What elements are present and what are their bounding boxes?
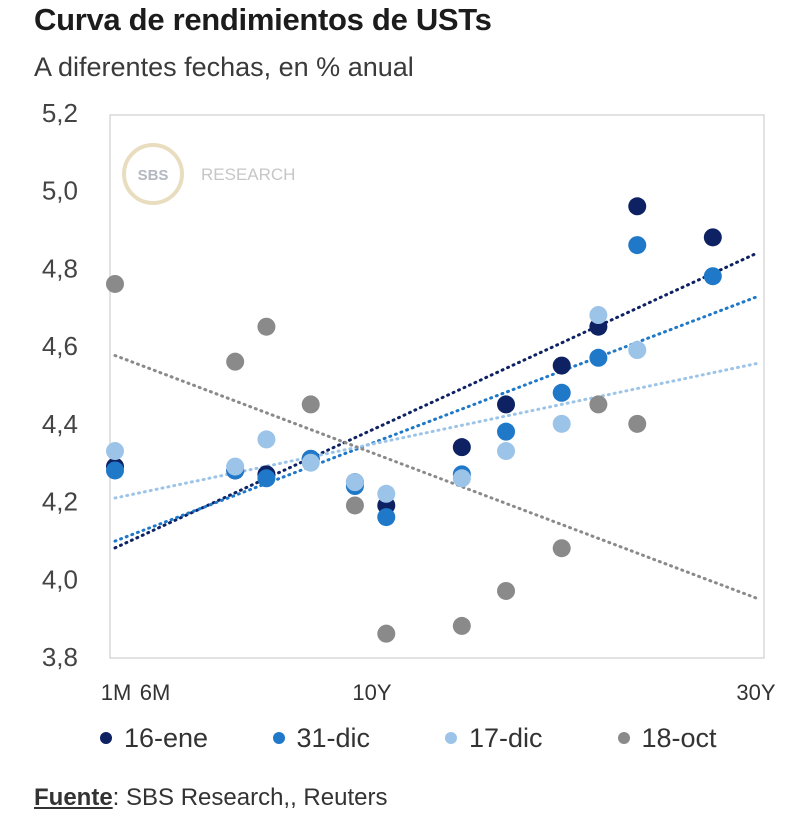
point-31-dic	[377, 508, 396, 527]
point-17-dic	[377, 484, 396, 503]
y-tick-label: 3,8	[42, 642, 78, 672]
point-18-oct	[552, 539, 571, 558]
legend-label: 18-oct	[641, 722, 717, 753]
watermark: SBS RESEARCH	[122, 143, 295, 205]
point-31-dic	[589, 348, 608, 367]
point-16-ene	[552, 356, 571, 375]
point-18-oct	[345, 496, 364, 515]
point-18-oct	[497, 581, 516, 600]
point-17-dic	[628, 341, 647, 360]
trendline-31-dic	[113, 295, 759, 543]
point-18-oct	[106, 274, 124, 293]
legend-item-31-dic: 31-dic	[272, 722, 446, 754]
point-18-oct	[589, 395, 608, 414]
point-17-dic	[301, 453, 320, 472]
legend-marker	[100, 732, 112, 744]
trendline-17-dic	[113, 362, 759, 500]
point-18-oct	[226, 352, 245, 371]
point-17-dic	[452, 469, 471, 488]
data-points	[106, 197, 722, 643]
chart-title: Curva de rendimientos de USTs	[34, 2, 492, 37]
source-text: : SBS Research,, Reuters	[112, 784, 388, 811]
x-axis: 1M 6M 10Y 30Y	[101, 680, 776, 705]
x-tick-label: 10Y	[352, 680, 391, 705]
y-tick-label: 4,0	[42, 564, 78, 594]
y-tick-label: 4,2	[42, 487, 78, 517]
chart-subtitle: A diferentes fechas, en % anual	[34, 52, 414, 82]
point-31-dic	[552, 383, 571, 402]
point-16-ene	[452, 438, 471, 457]
x-tick-label: 6M	[140, 680, 171, 705]
point-31-dic	[106, 461, 124, 480]
plot-frame	[109, 114, 765, 659]
point-16-ene	[628, 197, 647, 216]
point-17-dic	[106, 442, 124, 461]
point-17-dic	[257, 430, 276, 449]
legend-item-18-oct: 18-oct	[617, 722, 791, 754]
legend-marker	[445, 732, 457, 744]
point-31-dic	[497, 422, 516, 441]
x-tick-label: 30Y	[736, 680, 775, 705]
source-label: Fuente	[34, 784, 113, 811]
point-31-dic	[628, 236, 647, 255]
trendline-16-ene	[113, 251, 759, 550]
watermark-text: RESEARCH	[201, 165, 295, 184]
x-tick-label: 1M	[101, 680, 132, 705]
y-tick-label: 5,2	[42, 98, 78, 128]
point-17-dic	[497, 442, 516, 461]
point-17-dic	[589, 306, 608, 325]
legend-label: 31-dic	[296, 722, 371, 753]
point-18-oct	[377, 624, 396, 643]
point-16-ene	[703, 228, 722, 247]
point-18-oct	[452, 616, 471, 635]
y-axis: 5,2 5,0 4,8 4,6 4,4 4,2 4,0 3,8	[42, 98, 78, 672]
legend-label: 17-dic	[469, 722, 543, 753]
legend-marker	[617, 732, 630, 744]
legend-item-16-ene: 16-ene	[100, 723, 273, 754]
trendline-18-oct	[113, 354, 759, 600]
point-18-oct	[628, 414, 647, 433]
trendlines	[113, 251, 759, 600]
watermark-logo	[122, 143, 184, 205]
legend-marker	[272, 732, 285, 744]
point-17-dic	[345, 473, 364, 492]
legend: 16-ene 31-dic 17-dic 18-oct	[100, 718, 790, 758]
legend-item-17-dic: 17-dic	[445, 723, 618, 754]
point-18-oct	[257, 317, 276, 336]
point-31-dic	[703, 267, 722, 286]
point-17-dic	[226, 457, 245, 476]
point-17-dic	[552, 414, 571, 433]
y-tick-label: 4,8	[42, 253, 78, 283]
point-31-dic	[257, 469, 276, 488]
y-tick-label: 4,6	[42, 331, 78, 361]
legend-label: 16-ene	[124, 722, 209, 753]
source-note: Fuente: SBS Research,, Reuters	[34, 784, 387, 812]
point-16-ene	[497, 395, 516, 414]
watermark-monogram: SBS	[138, 167, 169, 184]
point-18-oct	[301, 395, 320, 414]
y-tick-label: 5,0	[42, 176, 78, 206]
y-tick-label: 4,4	[42, 409, 78, 439]
